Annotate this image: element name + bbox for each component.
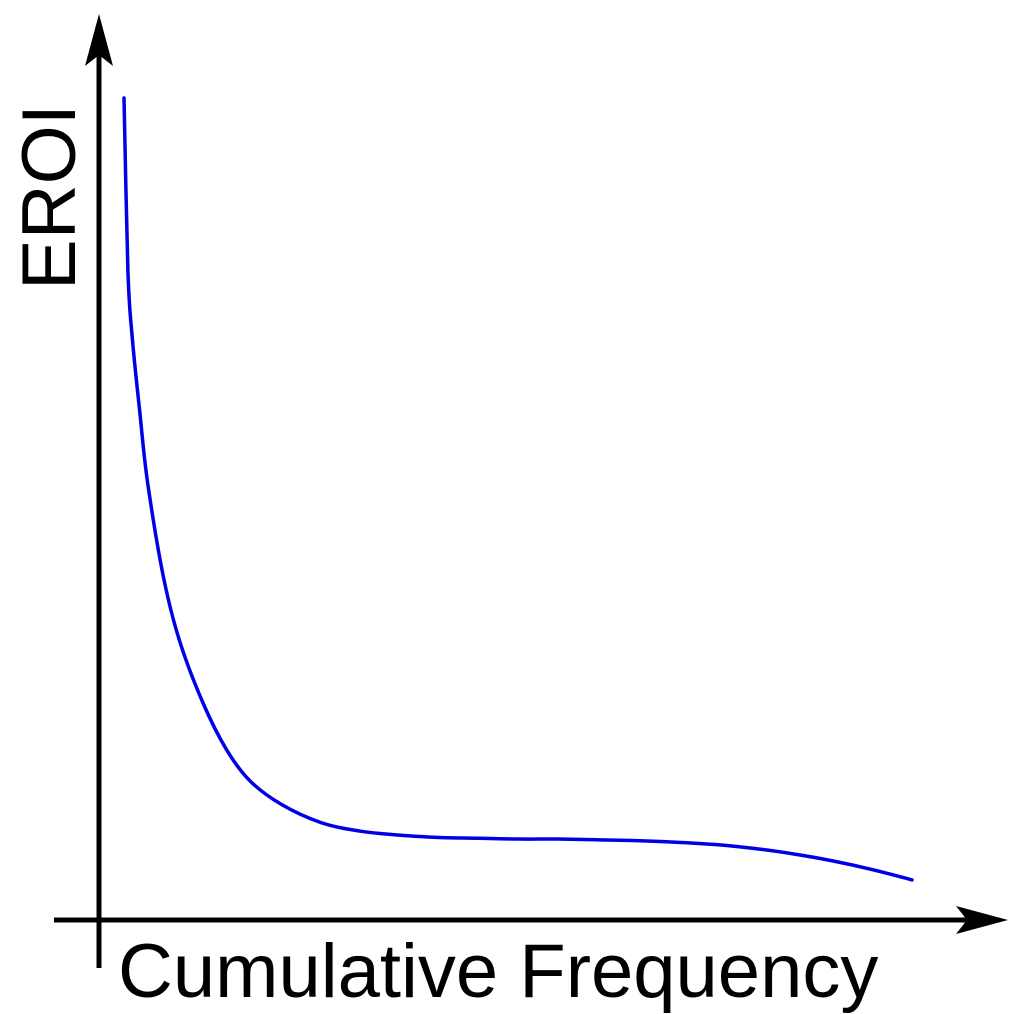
- y-axis-arrowhead: [85, 14, 113, 66]
- x-axis-label: Cumulative Frequency: [118, 929, 878, 1014]
- y-axis-label: EROI: [7, 104, 92, 290]
- x-axis-arrowhead: [956, 906, 1008, 934]
- series-line: [122, 96, 914, 882]
